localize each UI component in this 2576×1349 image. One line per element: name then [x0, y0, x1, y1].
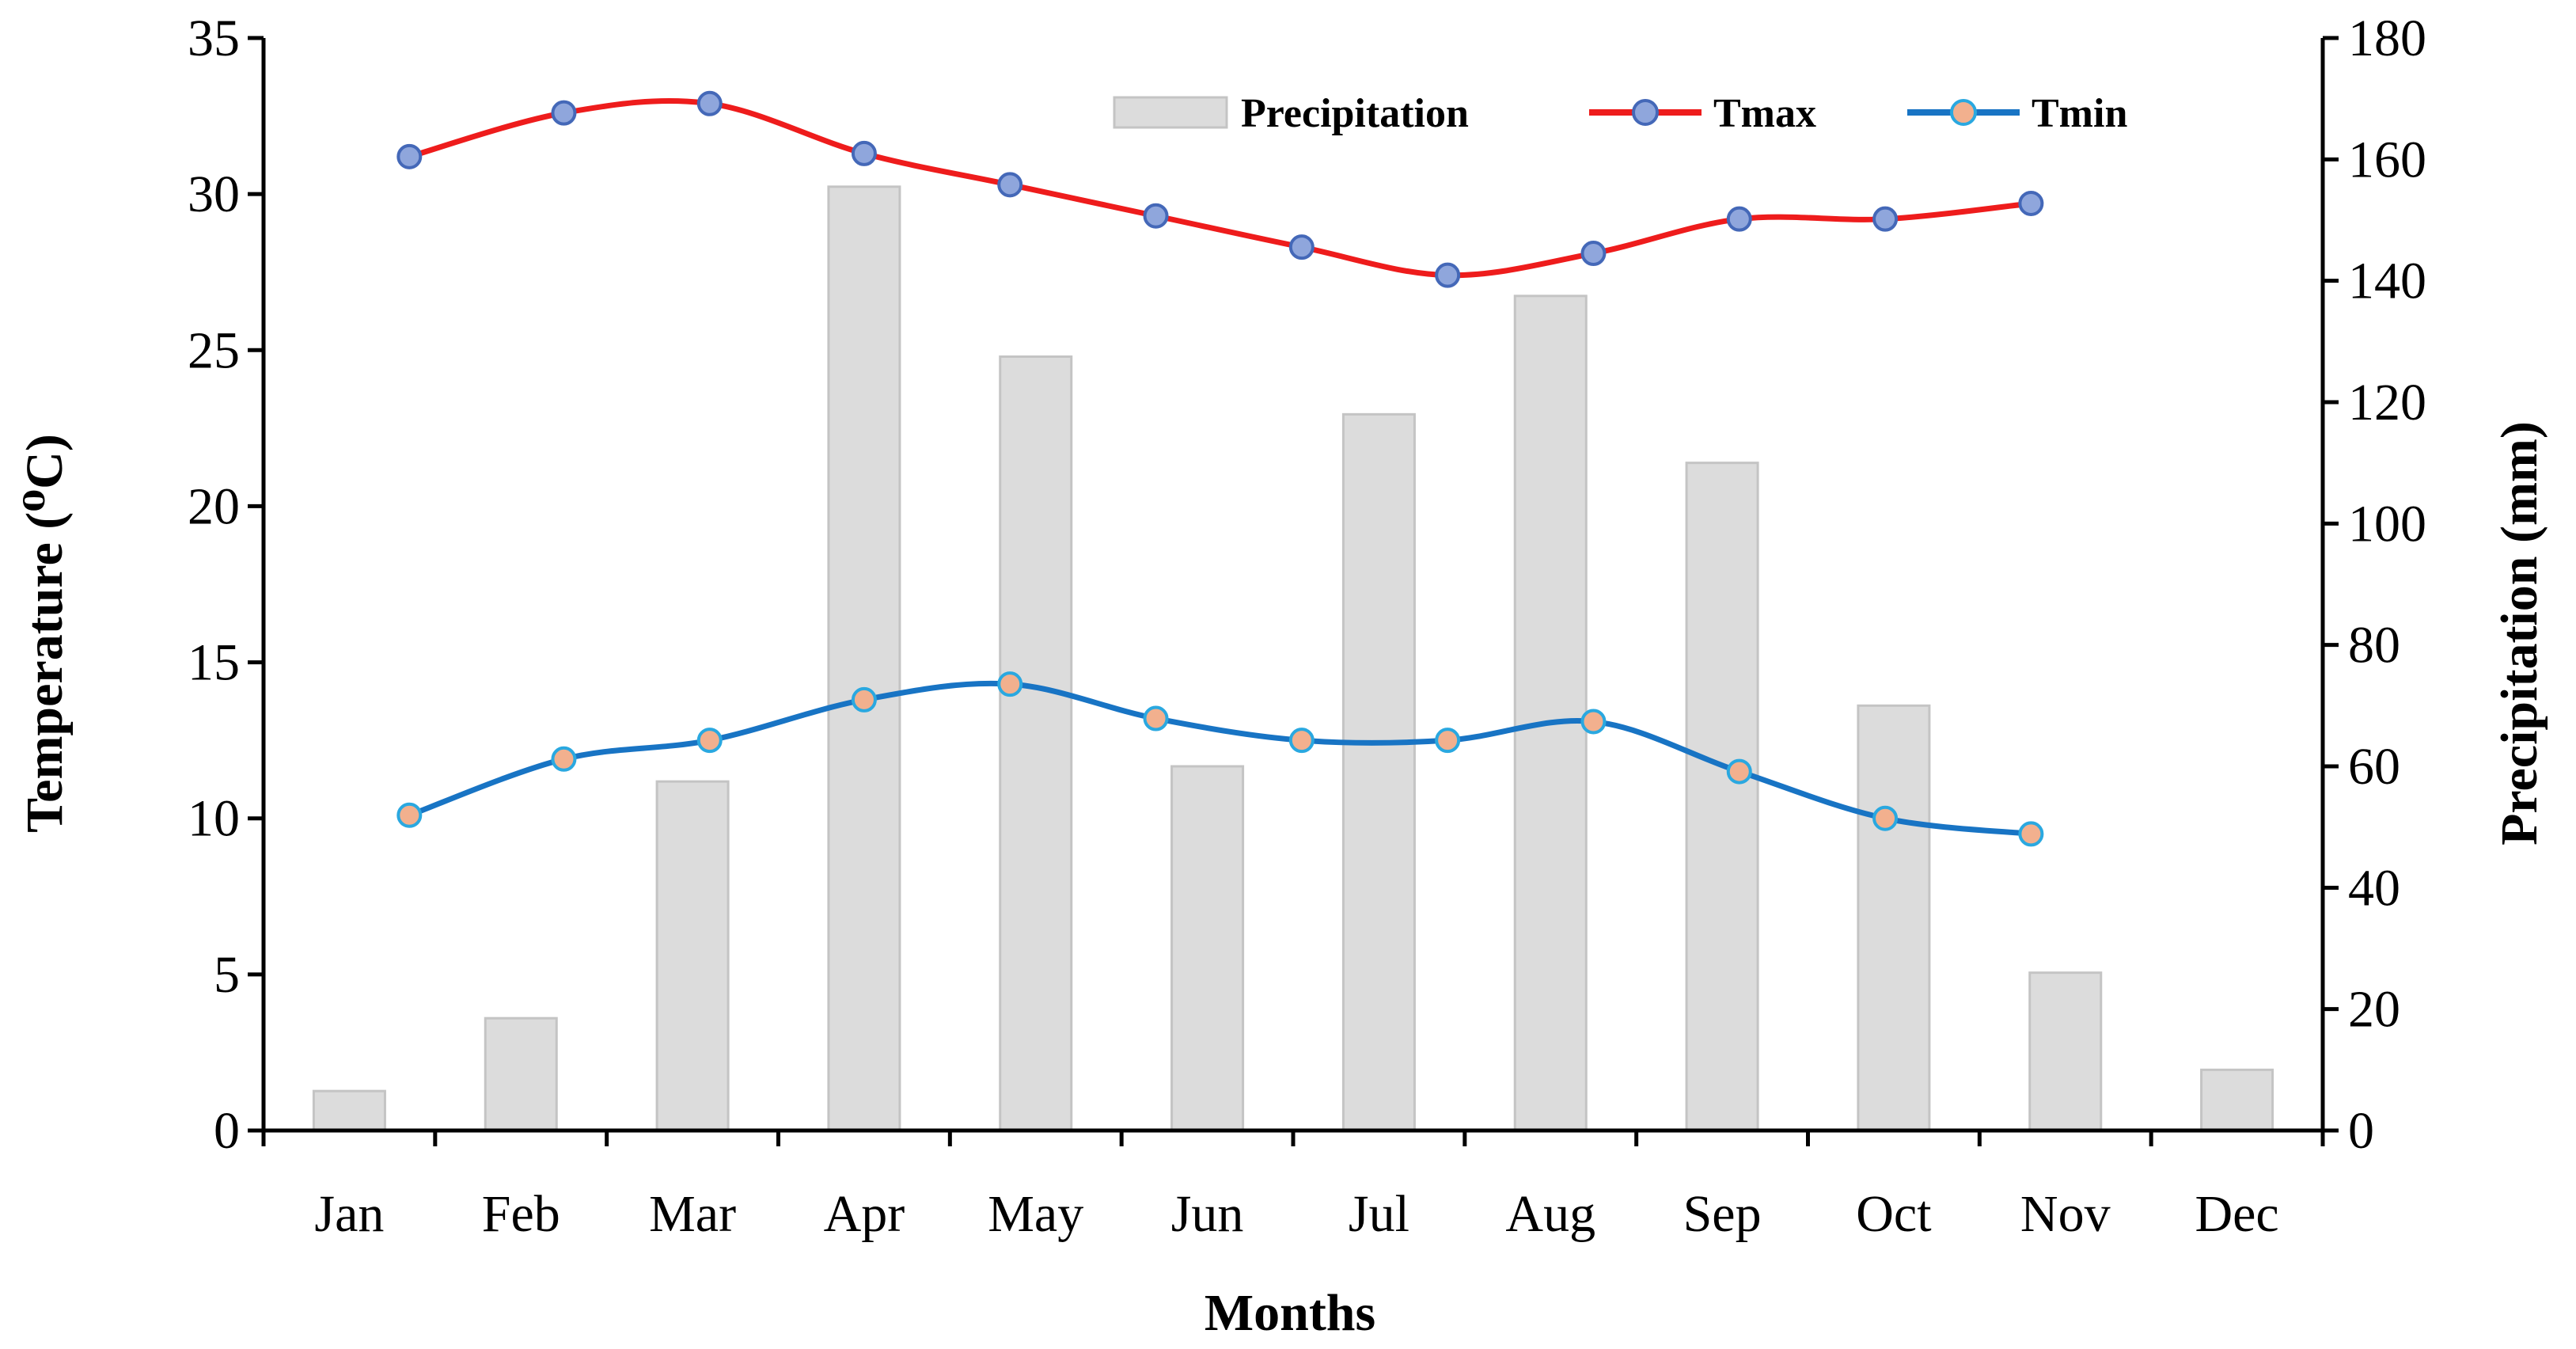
tmax-point-8 — [1580, 241, 1607, 267]
x-tick-label-sep: Sep — [1683, 1185, 1762, 1243]
tmax-point-7 — [1435, 262, 1461, 288]
right-tick-label-40: 40 — [2348, 859, 2400, 917]
precipitation-bar-jul — [1341, 412, 1416, 1132]
right-tick-label-120: 120 — [2348, 374, 2426, 431]
left-axis-title: Temperature (⁰C) — [16, 434, 74, 833]
left-tick-label-15: 15 — [188, 634, 240, 692]
legend-tmax-marker — [1632, 99, 1659, 126]
precipitation-bar-jun — [1170, 765, 1245, 1132]
precipitation-bar-apr — [827, 185, 901, 1132]
tmin-point-5 — [1143, 705, 1169, 732]
left-tick-label-5: 5 — [214, 946, 240, 1004]
axes: 0 5 10 15 20 25 30 35 0 20 40 60 80 100 120 140 160 180 Ja… — [188, 10, 2426, 1243]
left-tick-label-35: 35 — [188, 10, 240, 67]
left-tick-label-10: 10 — [188, 790, 240, 848]
precipitation-bar-oct — [1857, 704, 1931, 1132]
tmax-point-6 — [1288, 234, 1315, 260]
tmax-line — [406, 97, 2034, 279]
x-axis-title: Months — [1205, 1284, 1375, 1342]
tmax-point-11 — [2018, 190, 2044, 216]
legend-tmax-label: Tmax — [1713, 91, 1816, 136]
x-tick-label-nov: Nov — [2020, 1185, 2111, 1243]
right-tick-label-160: 160 — [2348, 131, 2426, 188]
x-tick-label-mar: Mar — [649, 1185, 736, 1243]
tmax-point-10 — [1872, 206, 1899, 232]
tmin-point-10 — [1872, 805, 1899, 831]
tmin-point-8 — [1580, 709, 1607, 735]
right-tick-label-20: 20 — [2348, 981, 2400, 1039]
x-tick-label-oct: Oct — [1856, 1185, 1931, 1243]
tmin-point-0 — [396, 802, 423, 828]
tmin-point-3 — [851, 686, 877, 712]
tmax-point-2 — [696, 90, 723, 116]
temperature-lines — [396, 90, 2044, 847]
legend: Precipitation Tmax Tmin — [1113, 91, 2127, 136]
tmin-point-11 — [2018, 821, 2044, 847]
x-tick-label-jul: Jul — [1349, 1185, 1409, 1243]
precipitation-bar-jan — [312, 1089, 386, 1132]
tmin-point-7 — [1435, 728, 1461, 754]
right-tick-label-0: 0 — [2348, 1102, 2374, 1160]
x-tick-label-apr: Apr — [824, 1185, 905, 1243]
right-tick-label-80: 80 — [2348, 617, 2400, 674]
tmax-point-3 — [851, 140, 877, 166]
precipitation-bar-sep — [1685, 462, 1759, 1132]
precipitation-bar-dec — [2200, 1068, 2274, 1132]
x-tick-label-jun: Jun — [1171, 1185, 1244, 1243]
tmax-point-1 — [551, 100, 577, 126]
x-tick-label-dec: Dec — [2195, 1185, 2278, 1243]
x-tick-label-may: May — [988, 1185, 1083, 1243]
precipitation-bar-aug — [1513, 294, 1588, 1132]
right-tick-label-140: 140 — [2348, 253, 2426, 310]
tmax-point-9 — [1726, 206, 1752, 232]
right-tick-label-60: 60 — [2348, 738, 2400, 796]
tmin-point-4 — [997, 671, 1023, 697]
precipitation-bar-mar — [655, 780, 730, 1132]
tmin-line — [406, 680, 2034, 837]
tmin-point-9 — [1726, 758, 1752, 785]
right-axis-title: Precipitation (mm) — [2491, 421, 2548, 846]
tmax-point-5 — [1143, 203, 1169, 229]
left-tick-label-0: 0 — [214, 1102, 240, 1160]
precipitation-bar-feb — [484, 1016, 558, 1132]
tmin-point-1 — [551, 746, 577, 772]
tmax-point-0 — [396, 143, 423, 169]
legend-tmin-marker — [1950, 99, 1977, 126]
precipitation-bar-nov — [2028, 971, 2103, 1132]
precipitation-bars — [312, 185, 2274, 1132]
right-tick-label-100: 100 — [2348, 495, 2426, 553]
x-tick-label-feb: Feb — [482, 1185, 560, 1243]
tmin-point-6 — [1288, 728, 1315, 754]
legend-precipitation-label: Precipitation — [1241, 91, 1469, 136]
x-tick-label-jan: Jan — [314, 1185, 384, 1243]
tmax-point-4 — [997, 172, 1023, 198]
legend-tmin-label: Tmin — [2032, 91, 2127, 136]
tmin-point-2 — [696, 728, 723, 754]
legend-precipitation-swatch — [1113, 96, 1228, 129]
left-tick-label-20: 20 — [188, 477, 240, 535]
left-tick-label-25: 25 — [188, 321, 240, 379]
left-tick-label-30: 30 — [188, 165, 240, 223]
x-tick-label-aug: Aug — [1505, 1185, 1595, 1243]
right-tick-label-180: 180 — [2348, 10, 2426, 67]
precipitation-bar-may — [999, 355, 1073, 1132]
